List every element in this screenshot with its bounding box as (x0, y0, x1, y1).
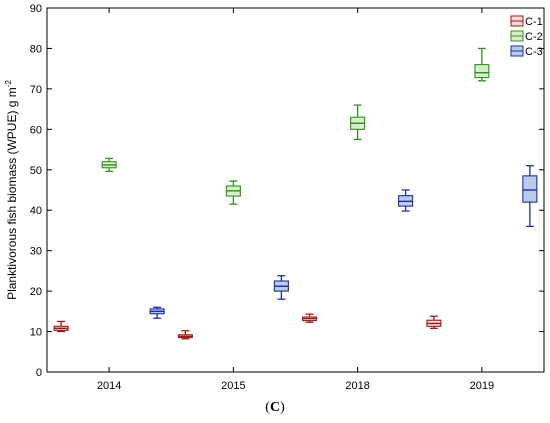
x-tick-label: 2019 (470, 380, 494, 392)
box-C-1-2015 (177, 330, 193, 340)
box-plot-chart: 0 10 20 30 40 50 60 70 80 90 2014 2015 2018 2019 Plank… (4, 3, 545, 392)
box-C-3-2014 (149, 306, 165, 319)
box-C-3-2018 (398, 189, 414, 212)
y-tick-label: 60 (30, 124, 42, 136)
x-tick-label: 2015 (221, 380, 245, 392)
box-series (53, 47, 538, 340)
y-tick-label: 90 (30, 3, 42, 15)
y-tick-label: 30 (30, 246, 42, 258)
x-tick-label: 2014 (97, 380, 121, 392)
box-C-1-2019 (426, 315, 442, 329)
y-tick-label: 20 (30, 286, 42, 298)
y-axis-title-superscript: -2 (4, 80, 13, 88)
iqr-box (522, 175, 538, 203)
box-C-2-2014 (101, 157, 117, 173)
legend: C-1 C-2 C-3 (510, 15, 543, 58)
box-C-2-2018 (350, 104, 366, 141)
y-axis-title-main: Planktivorous fish biomass (WPUE) g m (5, 87, 19, 300)
legend-item-C-2: C-2 (510, 30, 543, 43)
y-tick-label: 40 (30, 205, 42, 217)
box-C-2-2019 (474, 47, 490, 82)
caption-letter: C (269, 400, 281, 415)
x-tick-label: 2018 (345, 380, 369, 392)
y-tick-label: 80 (30, 43, 42, 55)
legend-item-C-1: C-1 (510, 15, 543, 28)
box-C-1-2018 (302, 313, 318, 323)
legend-label: C-1 (525, 16, 543, 28)
legend-label: C-3 (525, 46, 543, 58)
plot-frame (46, 7, 545, 373)
box-C-3-2015 (273, 275, 289, 300)
axes: 0 10 20 30 40 50 60 70 80 90 2014 2015 2018 2019 Plank… (4, 3, 545, 392)
figure-caption: (C) (265, 400, 285, 415)
y-tick-label: 10 (30, 327, 42, 339)
y-tick-label: 50 (30, 165, 42, 177)
legend-label: C-2 (525, 31, 543, 43)
y-tick-label: 0 (36, 367, 42, 379)
y-tick-label: 70 (30, 84, 42, 96)
box-C-1-2014 (53, 320, 69, 333)
legend-item-C-3: C-3 (510, 45, 543, 58)
box-C-2-2015 (225, 180, 241, 205)
y-axis-title: Planktivorous fish biomass (WPUE) g m-2 (4, 80, 19, 300)
iqr-box (474, 64, 490, 79)
box-C-3-2019 (522, 165, 538, 228)
